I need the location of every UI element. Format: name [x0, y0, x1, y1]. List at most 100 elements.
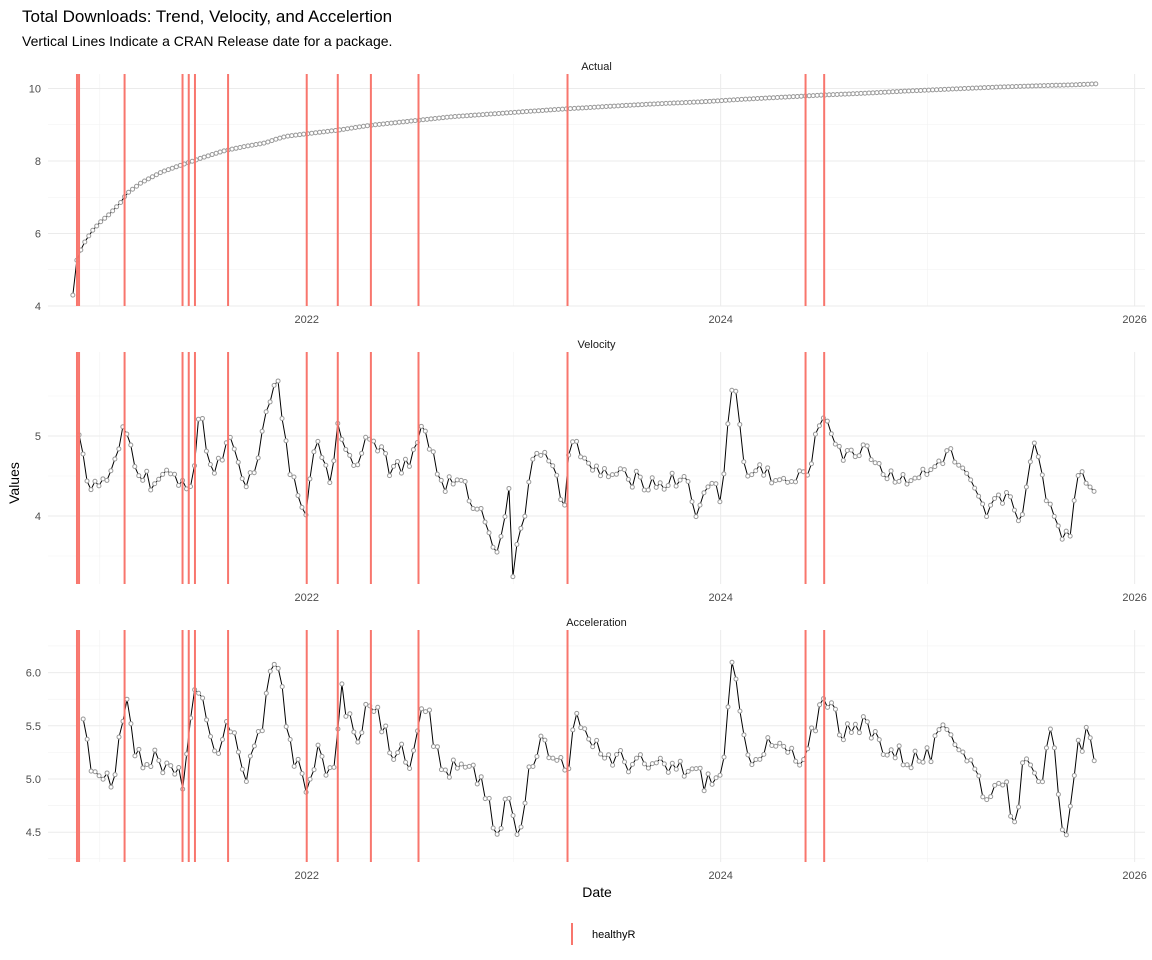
series-point	[514, 541, 520, 547]
series-point	[241, 144, 247, 150]
series-point	[323, 772, 329, 778]
series-point	[526, 479, 532, 485]
series-point	[313, 130, 319, 136]
series-point	[856, 730, 862, 736]
x-tick-label: 2026	[1122, 592, 1146, 604]
series-point	[542, 737, 548, 743]
series-point	[530, 456, 536, 462]
series-point	[197, 155, 203, 161]
series-point	[420, 117, 426, 123]
series-point	[830, 92, 836, 98]
series-point	[743, 96, 749, 102]
series-point	[1071, 497, 1077, 503]
series-point	[348, 125, 354, 131]
series-point	[637, 752, 643, 758]
series-point	[311, 767, 317, 773]
series-point	[404, 118, 410, 124]
series-point	[352, 125, 358, 131]
series-point	[400, 119, 406, 125]
series-point	[307, 776, 313, 782]
series-point	[1039, 472, 1045, 478]
series-point	[452, 114, 458, 120]
series-point	[1065, 82, 1071, 88]
series-point	[940, 722, 946, 728]
series-point	[591, 104, 597, 110]
series-point	[474, 781, 480, 787]
series-point	[144, 468, 150, 474]
series-point	[711, 98, 717, 104]
series-point	[434, 744, 440, 750]
series-point	[249, 142, 255, 148]
series-point	[582, 455, 588, 461]
series-point	[84, 736, 90, 742]
series-point	[633, 468, 639, 474]
series-point	[892, 479, 898, 485]
series-point	[546, 458, 552, 464]
series-point	[944, 448, 950, 454]
series-point	[575, 105, 581, 111]
series-point	[679, 100, 685, 106]
series-point	[456, 113, 462, 119]
series-point	[1000, 500, 1005, 506]
series-point	[213, 150, 219, 156]
series-point	[782, 94, 788, 100]
series-point	[1083, 480, 1089, 486]
series-point	[606, 752, 612, 758]
series-point	[1032, 770, 1037, 776]
series-point	[977, 85, 983, 91]
series-point	[275, 378, 281, 384]
series-point	[544, 107, 550, 113]
series-point	[948, 446, 954, 452]
series-point	[639, 102, 645, 108]
series-point	[781, 743, 787, 749]
series-point	[1051, 513, 1057, 519]
series-point	[136, 746, 142, 752]
series-point	[148, 487, 154, 493]
series-point	[725, 704, 731, 710]
x-tick-label: 2022	[294, 314, 318, 326]
series-point	[762, 95, 768, 101]
series-point	[462, 764, 468, 770]
series-point	[872, 728, 878, 734]
series-point	[100, 476, 106, 482]
series-point	[631, 102, 637, 108]
series-point	[196, 690, 202, 696]
x-axis-title: Date	[582, 884, 612, 900]
y-tick-label: 10	[29, 84, 41, 96]
series-point	[516, 109, 522, 115]
series-point	[848, 729, 854, 735]
series-point	[70, 292, 76, 298]
series-point	[476, 112, 482, 118]
series-point	[610, 762, 616, 768]
series-point	[1091, 758, 1097, 764]
series-point	[86, 233, 92, 239]
series-point	[220, 736, 225, 742]
y-tick-label: 5.5	[26, 721, 41, 733]
series-point	[685, 479, 691, 485]
y-tick-label: 6.0	[26, 668, 41, 680]
series-point	[195, 416, 201, 422]
series-point	[717, 499, 723, 505]
series-point	[888, 468, 894, 474]
series-point	[168, 763, 174, 769]
series-point	[263, 690, 269, 696]
series-point	[786, 94, 792, 100]
series-point	[422, 428, 428, 434]
series-point	[709, 480, 715, 486]
series-point	[810, 93, 816, 99]
series-point	[697, 765, 703, 771]
series-line	[78, 379, 1095, 577]
series-point	[347, 711, 353, 717]
panel-strip-label: Acceleration	[566, 617, 627, 629]
series-point	[665, 482, 671, 488]
y-tick-label: 4	[35, 511, 41, 523]
series-point	[269, 138, 275, 144]
series-point	[108, 784, 114, 790]
series-point	[329, 128, 335, 134]
series-point	[864, 443, 870, 449]
panels: Actual 4 6 8 10 2022 2024 2026 Velocity 4 5 2022 202…	[26, 61, 1147, 882]
series-point	[953, 86, 959, 92]
series-point	[534, 753, 540, 759]
series-point	[615, 103, 621, 109]
series-point	[152, 481, 158, 487]
